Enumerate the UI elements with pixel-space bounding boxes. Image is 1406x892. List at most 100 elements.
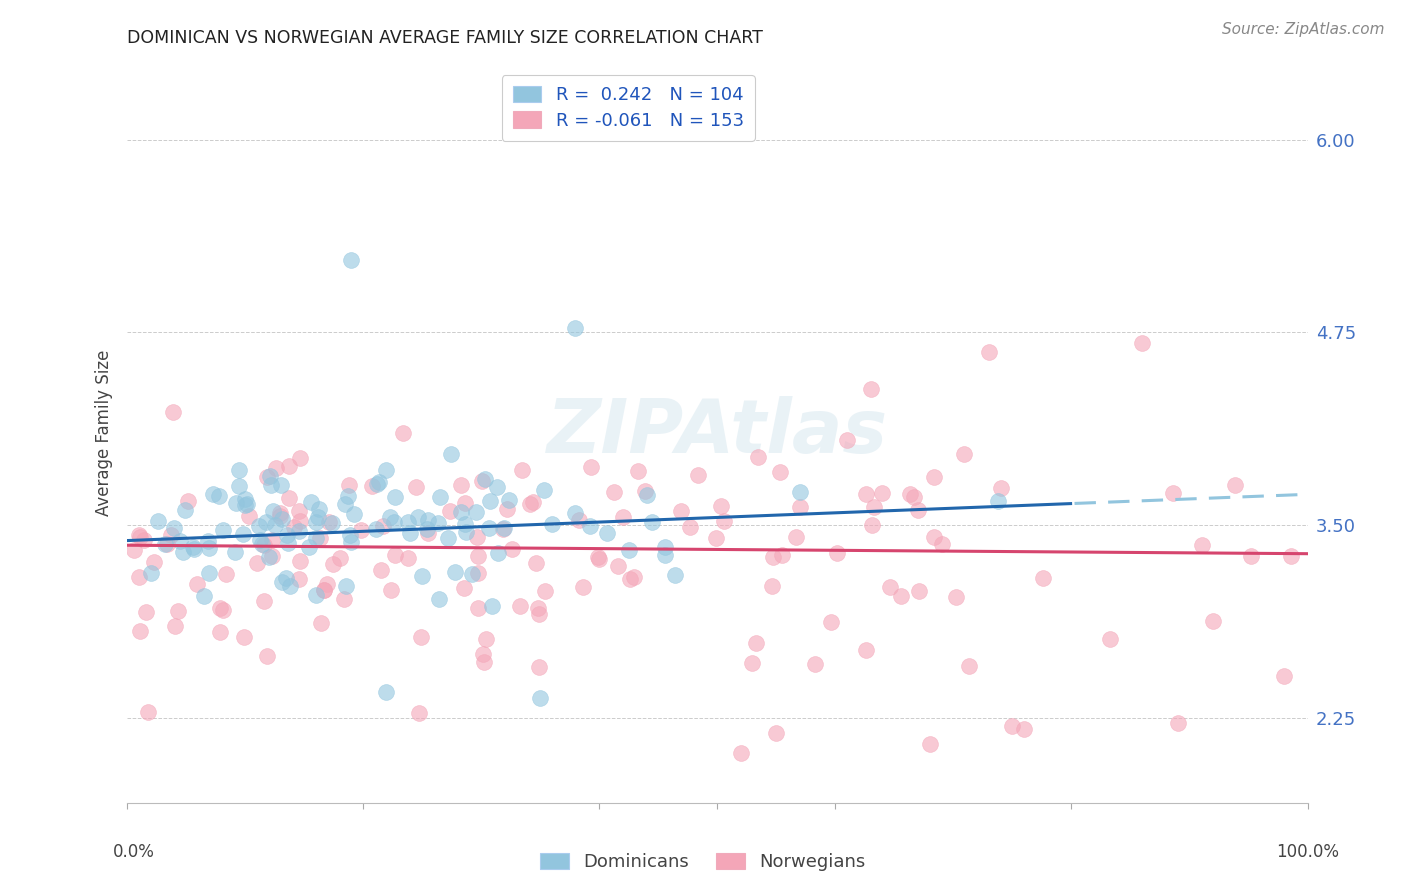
Point bbox=[406, 510, 429, 524]
Point bbox=[198, 566, 221, 580]
Point bbox=[314, 583, 336, 598]
Point bbox=[264, 461, 287, 475]
Text: ZIPAtlas: ZIPAtlas bbox=[547, 396, 887, 469]
Point bbox=[233, 630, 256, 644]
Point bbox=[481, 599, 503, 613]
Point bbox=[392, 425, 415, 440]
Point bbox=[627, 464, 650, 478]
Point bbox=[461, 566, 484, 581]
Point bbox=[835, 434, 858, 448]
Point bbox=[450, 478, 472, 492]
Point bbox=[411, 631, 433, 645]
Point bbox=[257, 550, 280, 565]
Point bbox=[612, 509, 634, 524]
Point bbox=[827, 546, 849, 560]
Y-axis label: Average Family Size: Average Family Size bbox=[94, 350, 112, 516]
Point bbox=[669, 504, 692, 518]
Point bbox=[1130, 336, 1153, 351]
Point bbox=[299, 494, 322, 508]
Point bbox=[747, 450, 769, 465]
Point bbox=[340, 252, 363, 267]
Point bbox=[288, 450, 311, 465]
Point bbox=[654, 540, 676, 554]
Point bbox=[870, 485, 893, 500]
Point bbox=[467, 549, 489, 563]
Point bbox=[128, 570, 150, 584]
Point bbox=[271, 511, 294, 525]
Point bbox=[623, 570, 645, 584]
Point bbox=[540, 517, 562, 532]
Point bbox=[730, 747, 752, 761]
Point bbox=[1191, 538, 1213, 552]
Point bbox=[704, 531, 727, 545]
Point bbox=[252, 537, 274, 551]
Point bbox=[478, 494, 501, 508]
Point bbox=[209, 624, 232, 639]
Point bbox=[453, 516, 475, 531]
Point bbox=[522, 495, 544, 509]
Point bbox=[636, 488, 658, 502]
Point bbox=[305, 588, 328, 602]
Point bbox=[471, 647, 494, 661]
Point bbox=[233, 491, 256, 506]
Text: 0.0%: 0.0% bbox=[112, 843, 155, 861]
Point bbox=[263, 518, 285, 533]
Point bbox=[426, 516, 449, 530]
Point bbox=[128, 624, 150, 638]
Point bbox=[367, 475, 389, 490]
Point bbox=[957, 659, 980, 673]
Point bbox=[336, 489, 359, 503]
Point bbox=[305, 531, 328, 545]
Point bbox=[1239, 549, 1261, 564]
Point bbox=[1032, 571, 1054, 585]
Point bbox=[450, 505, 472, 519]
Point bbox=[713, 514, 735, 528]
Point bbox=[617, 543, 640, 558]
Point bbox=[519, 497, 541, 511]
Point bbox=[361, 479, 384, 493]
Point bbox=[465, 530, 488, 544]
Point bbox=[197, 541, 219, 555]
Point bbox=[474, 472, 496, 486]
Point bbox=[212, 603, 235, 617]
Point bbox=[128, 530, 150, 544]
Point bbox=[492, 522, 515, 536]
Point bbox=[135, 605, 157, 619]
Point bbox=[467, 566, 489, 580]
Point bbox=[139, 566, 162, 580]
Point bbox=[162, 405, 184, 419]
Point bbox=[429, 490, 451, 504]
Point bbox=[159, 527, 181, 541]
Point bbox=[256, 648, 278, 663]
Point bbox=[260, 549, 283, 564]
Point bbox=[1279, 549, 1302, 564]
Point bbox=[568, 513, 591, 527]
Point bbox=[437, 531, 460, 545]
Point bbox=[384, 490, 406, 504]
Point bbox=[262, 533, 284, 548]
Point bbox=[278, 579, 301, 593]
Point bbox=[415, 522, 437, 536]
Point bbox=[603, 484, 626, 499]
Point bbox=[238, 509, 260, 524]
Point bbox=[471, 474, 494, 488]
Point bbox=[494, 521, 516, 535]
Point bbox=[464, 505, 486, 519]
Point bbox=[619, 572, 641, 586]
Point bbox=[579, 460, 602, 475]
Point bbox=[572, 580, 595, 594]
Point bbox=[146, 514, 169, 528]
Point bbox=[879, 580, 901, 594]
Point bbox=[439, 504, 461, 518]
Point bbox=[153, 536, 176, 550]
Point bbox=[486, 480, 509, 494]
Point bbox=[209, 601, 232, 615]
Point bbox=[378, 510, 401, 524]
Point bbox=[1202, 614, 1225, 628]
Point bbox=[177, 493, 200, 508]
Point bbox=[1098, 632, 1121, 646]
Point bbox=[990, 481, 1012, 495]
Point bbox=[247, 519, 270, 533]
Point bbox=[908, 584, 931, 599]
Point bbox=[256, 515, 278, 529]
